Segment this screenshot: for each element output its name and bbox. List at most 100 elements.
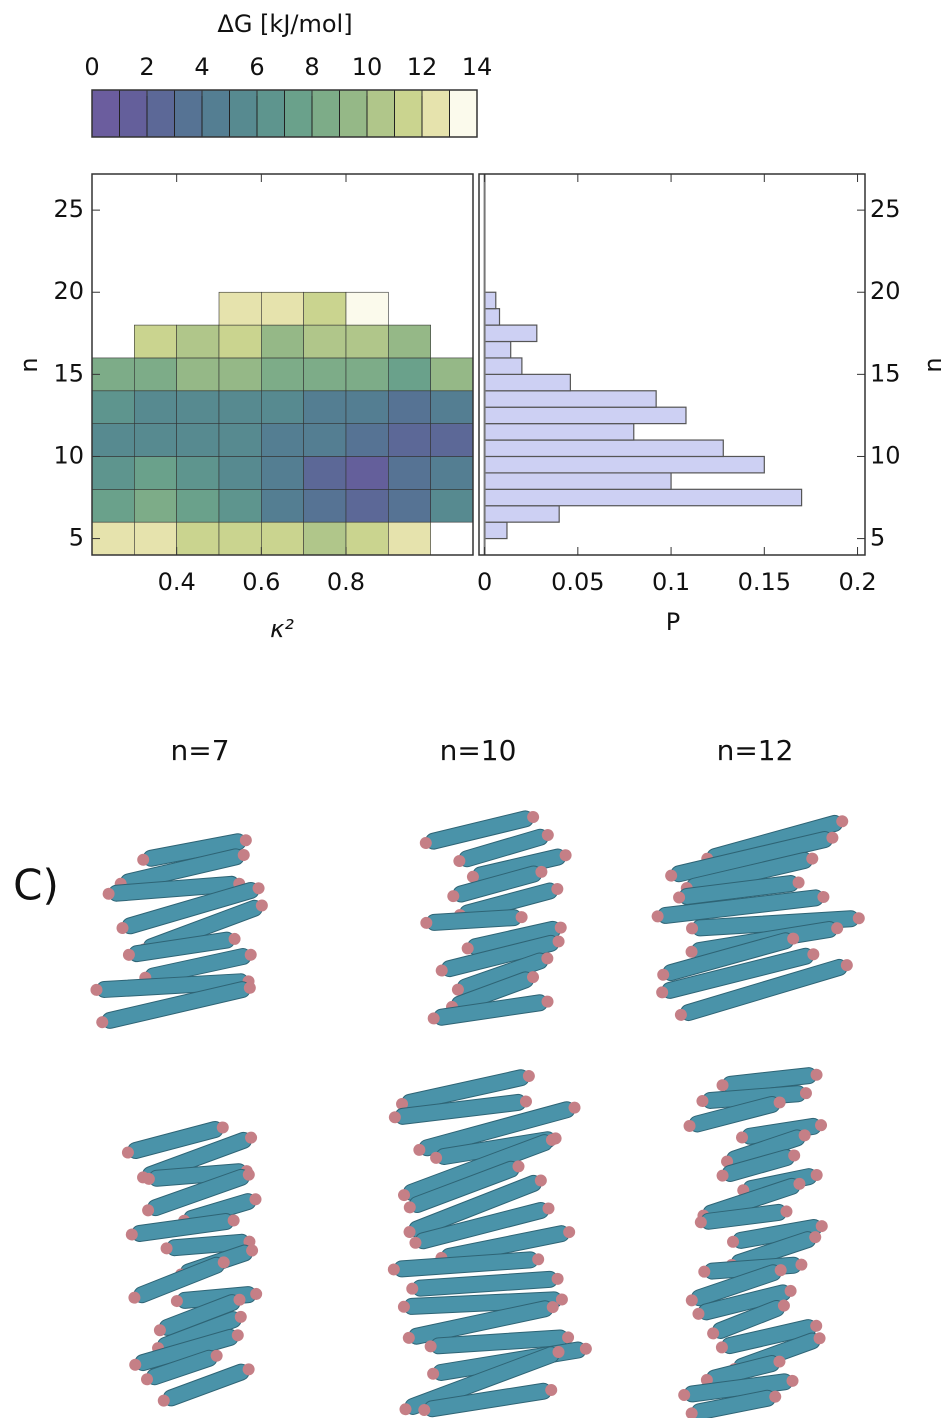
heatmap-cell	[430, 357, 473, 392]
molecule-end	[787, 932, 800, 945]
molecule-end	[255, 899, 268, 912]
molecule-end	[102, 887, 115, 900]
molecule-end	[545, 1133, 558, 1146]
y-tick-label: 25	[53, 195, 84, 223]
heatmap-cell	[134, 390, 177, 424]
molecule-end	[252, 882, 265, 895]
molecule-end	[568, 1101, 581, 1114]
colorbar-tick-label: 8	[304, 53, 319, 81]
molecule-end	[217, 1256, 230, 1269]
heatmap-cell	[218, 456, 262, 490]
molecule-end	[451, 983, 464, 996]
heatmap-cell	[345, 489, 389, 523]
molecule-end	[125, 1228, 138, 1241]
molecule	[419, 810, 540, 850]
molecule	[683, 1095, 786, 1133]
molecule-end	[116, 922, 129, 935]
heatmap-cell	[388, 357, 431, 392]
y-tick-label: 15	[53, 359, 84, 387]
colorbar-tick-label: 12	[407, 53, 438, 81]
x-tick-label: 0.8	[327, 568, 365, 596]
bar	[483, 390, 657, 408]
colorbar-band	[394, 90, 423, 137]
molecule-end	[773, 1096, 786, 1109]
molecule-end	[817, 890, 830, 903]
y-tick-label: 10	[870, 441, 901, 469]
molecule-end	[122, 948, 135, 961]
molecule-end	[430, 1151, 443, 1164]
molecule	[153, 1293, 246, 1337]
molecule	[673, 875, 805, 905]
molecule-end	[721, 1155, 734, 1168]
heatmap-cell	[261, 456, 304, 490]
molecule-end	[157, 1394, 170, 1407]
molecule-end	[696, 1095, 709, 1108]
molecule	[402, 1300, 559, 1345]
molecule	[96, 981, 256, 1029]
molecule	[406, 1270, 564, 1297]
molecule-end	[398, 1189, 411, 1202]
molecule	[403, 1174, 547, 1238]
structure-title: n=12	[717, 734, 794, 767]
heatmap-cell	[303, 423, 347, 457]
molecule	[121, 1121, 229, 1159]
molecule-end	[420, 916, 433, 929]
molecule	[651, 889, 830, 924]
molecule-end	[397, 1300, 410, 1313]
molecule	[409, 1201, 555, 1250]
molecule-end	[243, 981, 256, 994]
molecule-end	[769, 1390, 782, 1403]
colorbar-band	[229, 90, 258, 137]
molecule-stack	[678, 1067, 828, 1421]
molecule-stack	[387, 1069, 592, 1418]
molecule-end	[736, 1131, 749, 1144]
molecule-end	[700, 1373, 713, 1386]
molecule-end	[551, 882, 564, 895]
molecule	[128, 1256, 230, 1304]
molecule-stack	[90, 833, 268, 1029]
molecule-end	[815, 1220, 828, 1233]
molecule	[157, 1363, 255, 1407]
colorbar-band	[202, 90, 230, 137]
molecule-end	[678, 1388, 691, 1401]
molecule-end	[784, 1284, 797, 1297]
heatmap-cell	[345, 521, 389, 555]
molecule-end	[715, 1341, 728, 1354]
molecule	[685, 1264, 787, 1307]
x-tick-label: 0.1	[652, 568, 690, 596]
molecule-end	[810, 1068, 823, 1081]
molecule-end	[826, 831, 839, 844]
heatmap-cell	[176, 456, 220, 490]
x-tick-label: 0.05	[551, 568, 604, 596]
molecule-end	[210, 1349, 223, 1362]
bar	[483, 357, 523, 375]
molecule	[399, 1346, 565, 1416]
molecule-end	[237, 849, 250, 862]
molecule	[427, 994, 554, 1026]
heatmap-cell	[92, 489, 135, 523]
molecule	[418, 1382, 558, 1418]
x-axis-label: P	[666, 608, 680, 636]
molecule-end	[554, 921, 567, 934]
molecule	[142, 1168, 255, 1217]
molecule-end	[716, 1169, 729, 1182]
molecule	[700, 1355, 786, 1387]
heatmap-cell	[430, 390, 473, 424]
heatmap-cell	[134, 489, 177, 523]
molecule-end	[515, 911, 528, 924]
molecule-end	[685, 945, 698, 958]
structure-title: n=7	[170, 734, 229, 767]
molecule-end	[555, 1293, 568, 1306]
molecule	[420, 909, 528, 931]
heatmap-cell	[218, 521, 262, 555]
molecule-end	[129, 1358, 142, 1371]
molecule-end	[418, 1403, 431, 1416]
molecule-end	[563, 1226, 576, 1239]
molecule-end	[777, 1299, 790, 1312]
molecule-end	[435, 964, 448, 977]
molecule	[413, 1101, 581, 1157]
heatmap-cell	[303, 291, 347, 326]
molecule-end	[427, 1367, 440, 1380]
molecule-end	[128, 1291, 141, 1304]
bar	[483, 505, 560, 523]
